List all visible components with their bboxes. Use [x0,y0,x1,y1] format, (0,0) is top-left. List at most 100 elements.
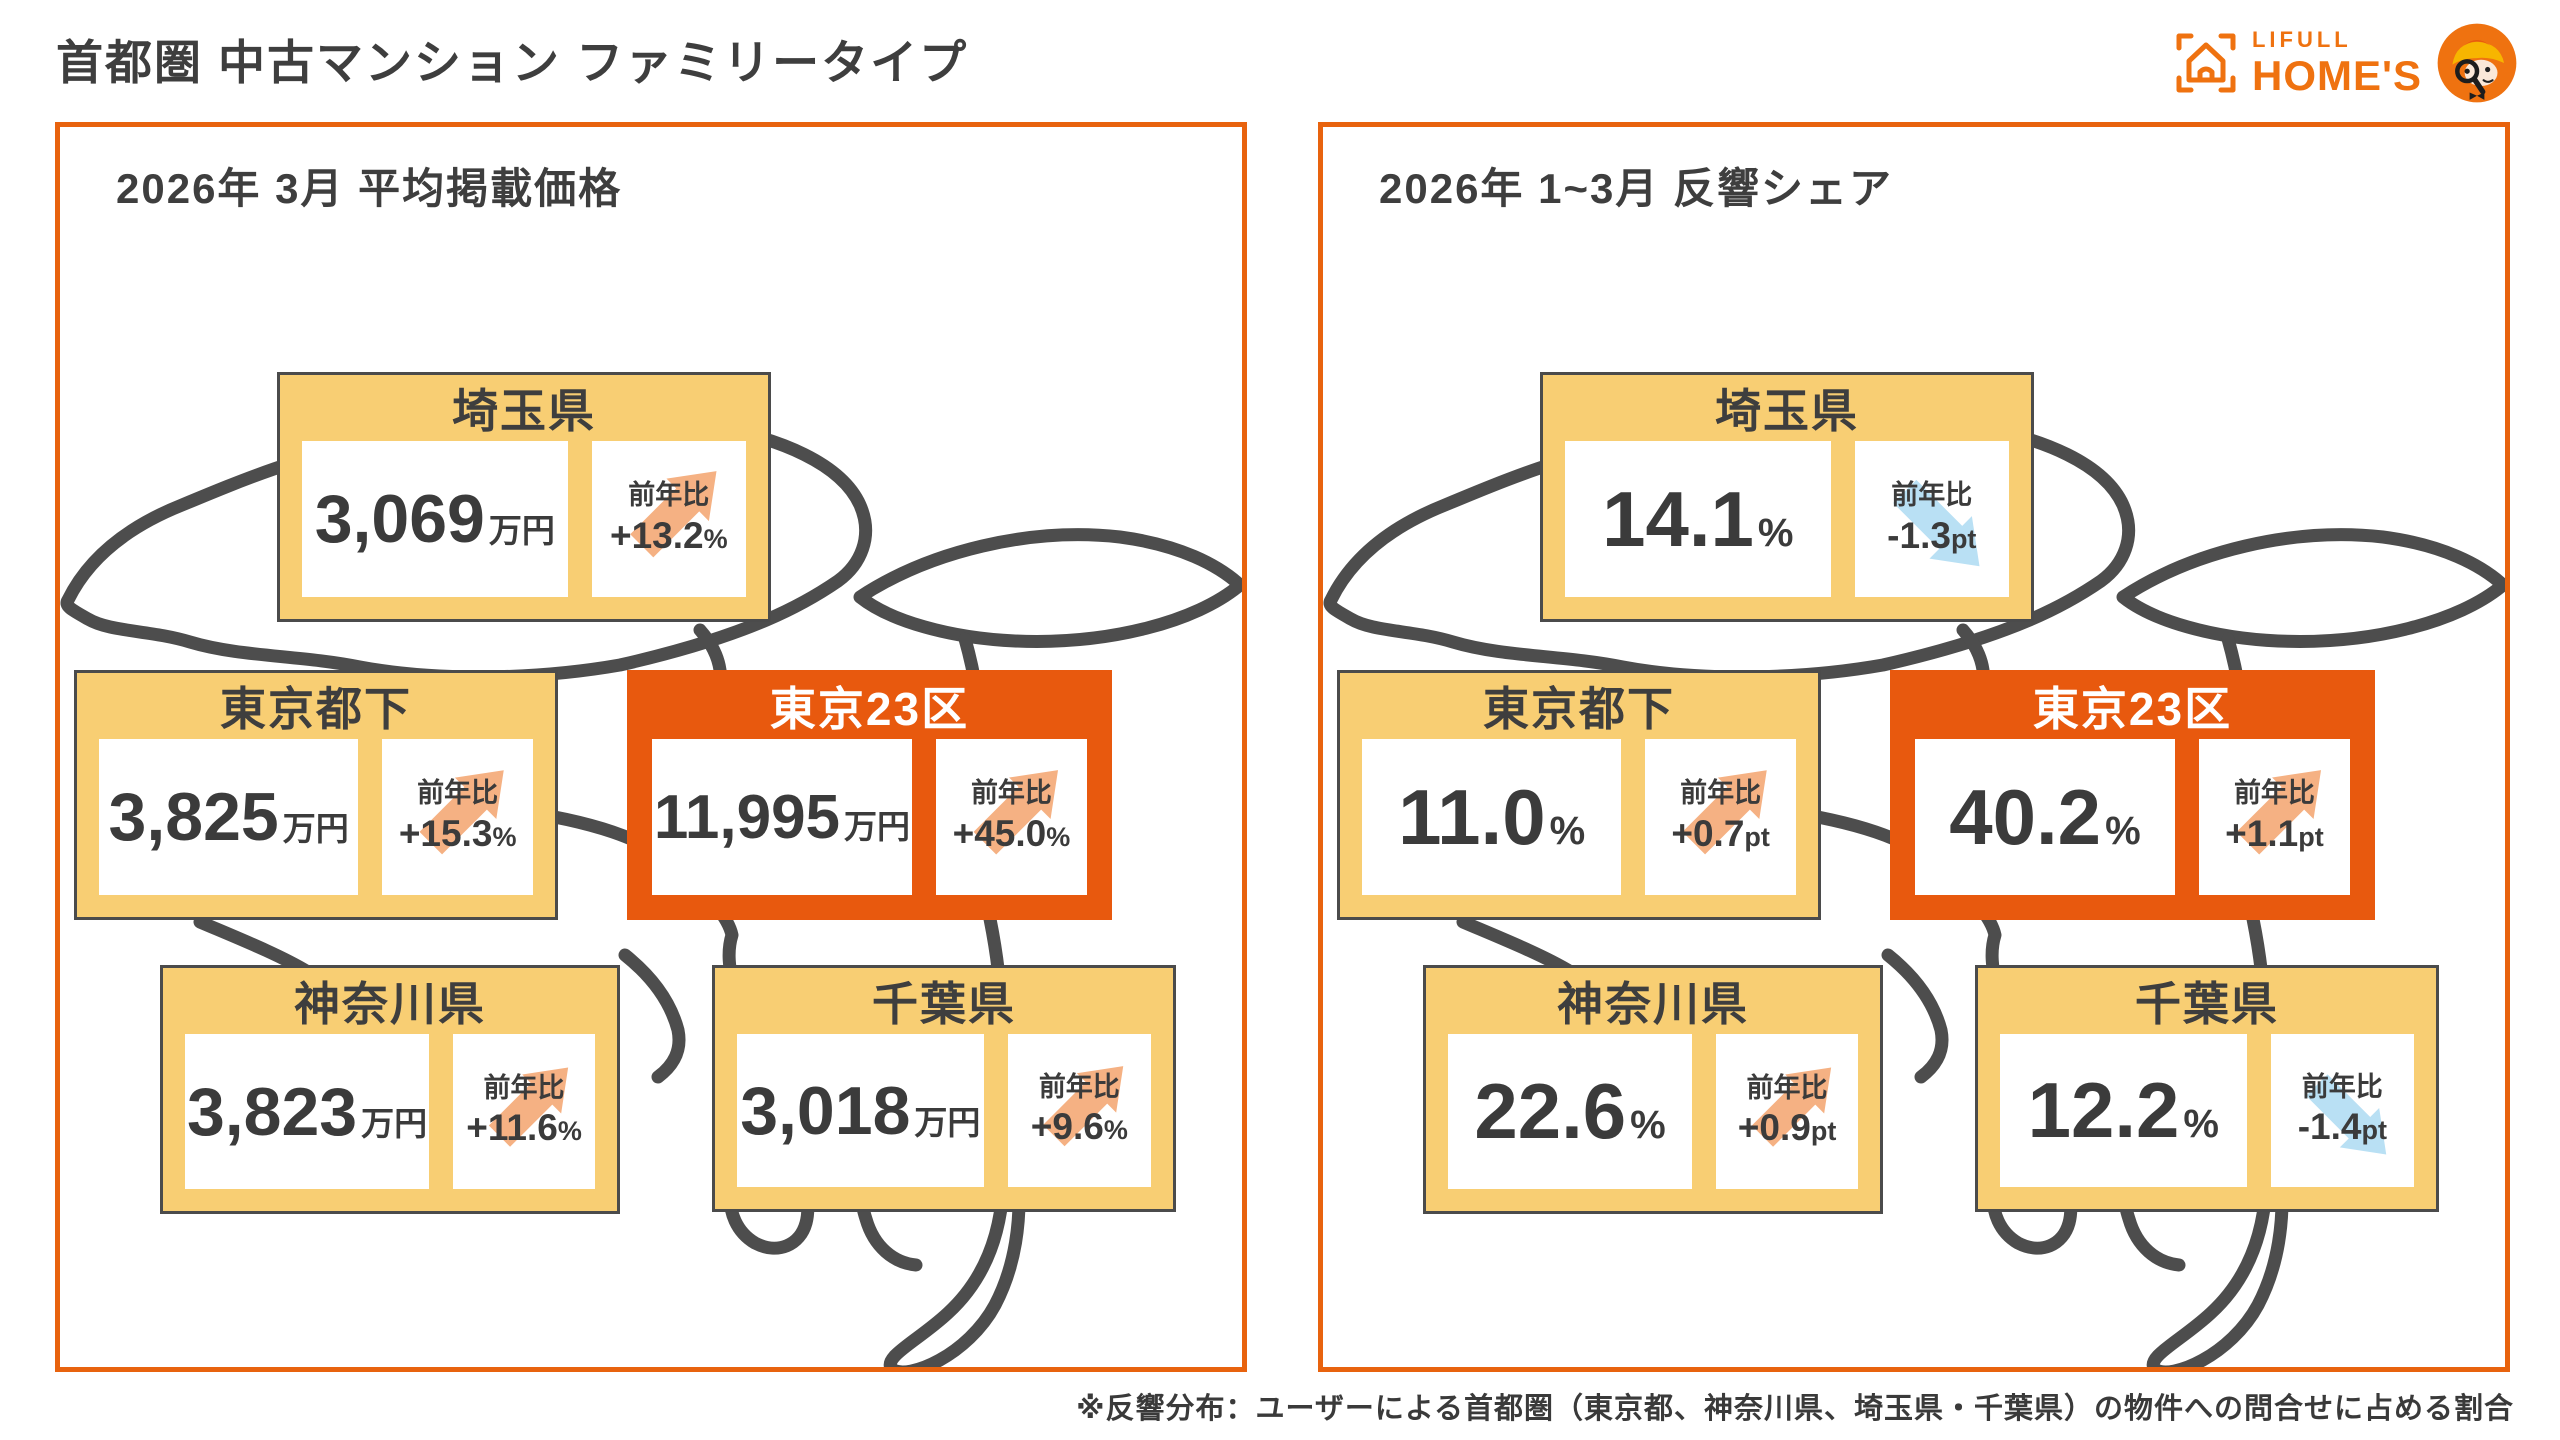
region-card-tokyo-23ku: 東京23区 11,995 万円 前年比 +45.0% [627,670,1112,920]
value-box: 3,018 万円 [737,1034,984,1187]
homes-mascot-icon [2437,23,2517,103]
value-box: 22.6% [1448,1034,1693,1189]
card-body: 11,995 万円 前年比 +45.0% [630,739,1109,917]
value: 14.1% [1602,474,1793,565]
yoy-unit: % [1046,821,1071,852]
logo-line1: LIFULL [2251,27,2352,52]
yoy-box: 前年比 +15.3% [382,739,533,895]
value-box: 11.0% [1362,739,1622,895]
region-card-kanagawa: 神奈川県 3,823 万円 前年比 +11.6% [160,965,620,1214]
yoy-box: 前年比 +0.9pt [1716,1034,1858,1189]
region-name: 神奈川県 [294,978,486,1030]
yoy-label: 前年比 [1680,778,1762,808]
yoy-box: 前年比 +0.7pt [1645,739,1796,895]
yoy-unit: % [557,1116,582,1147]
yoy-value: +11.6 [466,1107,558,1149]
yoy-text: 前年比 +15.3% [399,777,517,857]
yoy-value: +0.7 [1671,812,1745,854]
region-name: 東京23区 [2032,683,2233,735]
value-number: 12.2 [2027,1066,2180,1154]
region-card-tokyo-tama: 東京都下 3,825 万円 前年比 +15.3% [74,670,558,920]
trend-up-arrow-icon [630,471,717,558]
trend-up-arrow-icon [1682,770,1768,855]
yoy-value: -1.3 [1887,514,1951,556]
logo-line2: HOME'S [2251,52,2422,99]
region-name: 神奈川県 [1557,978,1749,1030]
yoy-text: 前年比 -1.4pt [2298,1071,2387,1151]
card-body: 3,018 万円 前年比 +9.6% [715,1034,1173,1209]
value: 3,825 万円 [109,778,349,856]
value-unit: % [2105,808,2141,853]
value-box: 11,995 万円 [652,739,912,895]
panel-title-share: 2026年 1~3月 反響シェア [1379,165,1894,212]
yoy-label: 前年比 [1891,480,1973,510]
value-box: 3,069 万円 [302,441,568,597]
value-number: 11,995 [653,782,841,852]
value-unit: 万円 [488,512,555,549]
value: 12.2% [2028,1065,2219,1156]
value-box: 14.1% [1565,441,1831,597]
trend-up-arrow-icon [1043,1066,1124,1147]
value-unit: 万円 [914,1103,981,1141]
card-body: 3,069 万円 前年比 +13.2% [280,441,768,619]
value-box: 40.2% [1915,739,2175,895]
value-unit: 万円 [282,810,349,847]
yoy-text: 前年比 +13.2% [610,479,728,559]
yoy-text: 前年比 +45.0% [953,777,1071,857]
yoy-text: 前年比 +9.6% [1031,1071,1128,1151]
logo-wordmark: LIFULL HOME'S [2252,29,2422,97]
yoy-label: 前年比 [1746,1072,1828,1103]
value-number: 40.2 [1949,772,2102,861]
trend-up-arrow-icon [488,1067,568,1148]
value-unit: % [1757,510,1794,555]
value-unit: % [2183,1102,2219,1146]
value-unit: % [1549,808,1586,853]
yoy-value: -1.4 [2297,1106,2362,1148]
region-card-kanagawa: 神奈川県 22.6% 前年比 +0.9pt [1423,965,1883,1214]
lifull-homes-logo: LIFULL HOME'S [2174,22,2518,104]
yoy-value: +9.6 [1030,1106,1104,1148]
region-card-saitama: 埼玉県 14.1% 前年比 -1.3pt [1540,372,2034,622]
region-name: 千葉県 [2135,978,2279,1030]
region-name: 東京都下 [220,683,412,735]
yoy-box: 前年比 +11.6% [453,1034,595,1189]
yoy-text: 前年比 +0.7pt [1671,777,1770,857]
yoy-label: 前年比 [2301,1071,2383,1102]
yoy-box: 前年比 +45.0% [935,739,1087,895]
yoy-value: +13.2 [609,514,704,556]
region-name: 埼玉県 [1715,385,1859,437]
yoy-label: 前年比 [483,1072,565,1103]
region-card-tokyo-23ku: 東京23区 40.2% 前年比 +1.1pt [1890,670,2375,920]
card-body: 40.2% 前年比 +1.1pt [1893,739,2372,917]
yoy-value: +45.0 [952,812,1047,854]
value: 22.6% [1474,1066,1665,1157]
card-body: 3,825 万円 前年比 +15.3% [77,739,555,917]
card-body: 14.1% 前年比 -1.3pt [1543,441,2031,619]
value-unit: 万円 [361,1104,428,1142]
yoy-text: 前年比 +11.6% [466,1072,582,1152]
value-number: 3,825 [108,779,279,855]
value-number: 3,018 [740,1072,911,1149]
card-body: 12.2% 前年比 -1.4pt [1978,1034,2436,1209]
value-number: 14.1 [1602,474,1754,563]
value-number: 3,069 [314,481,485,557]
yoy-box: 前年比 +13.2% [591,441,746,597]
region-name: 埼玉県 [452,385,596,437]
yoy-label: 前年比 [1038,1071,1120,1102]
value-unit: % [1630,1103,1666,1147]
yoy-unit: pt [2361,1115,2387,1146]
yoy-label: 前年比 [970,778,1052,808]
card-body: 11.0% 前年比 +0.7pt [1340,739,1818,917]
region-name: 東京都下 [1483,683,1675,735]
yoy-unit: pt [2298,821,2324,852]
yoy-box: 前年比 -1.4pt [2270,1034,2414,1187]
trend-up-arrow-icon [1751,1067,1831,1148]
yoy-unit: % [492,821,517,852]
yoy-value: +0.9 [1737,1107,1811,1149]
yoy-unit: % [1103,1115,1128,1146]
yoy-box: 前年比 +1.1pt [2198,739,2350,895]
value-unit: 万円 [844,807,911,845]
region-card-chiba: 千葉県 12.2% 前年比 -1.4pt [1975,965,2439,1212]
yoy-label: 前年比 [628,480,710,510]
